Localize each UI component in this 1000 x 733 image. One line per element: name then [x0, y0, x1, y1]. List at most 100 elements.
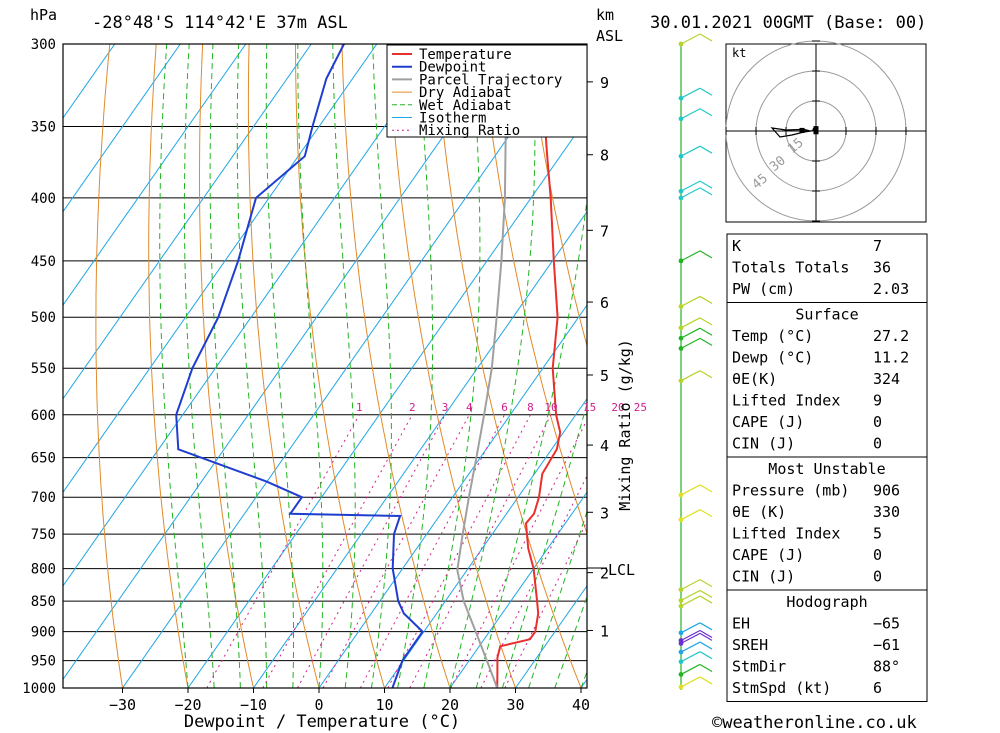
wind-level-dot: [678, 587, 684, 593]
mixing-ratio-line: [322, 414, 470, 688]
pressure-tick-label: 600: [31, 408, 56, 424]
wind-level-dot: [678, 684, 684, 690]
wind-barb: [680, 337, 701, 349]
index-label: CIN (J): [732, 568, 795, 586]
wind-barb: [680, 108, 701, 120]
index-label: Lifted Index: [732, 392, 840, 410]
pressure-tick-label: 950: [31, 654, 56, 670]
km-tick-label: 6: [600, 294, 609, 312]
wet-adiabat-line: [183, 44, 215, 688]
mixing-ratio-label: 4: [466, 401, 473, 414]
km-tick-label: 4: [600, 437, 609, 455]
wind-level-dot: [678, 640, 684, 646]
dry-adiabat-line: [527, 44, 587, 348]
isotherm-line: [187, 117, 587, 688]
surface-table: [726, 302, 928, 458]
wind-level-dot: [678, 649, 684, 655]
x-tick-label: −20: [174, 696, 201, 714]
wind-barb: [680, 579, 701, 591]
wet-adiabat-line: [554, 595, 587, 688]
pressure-unit-label: hPa: [30, 6, 57, 24]
wind-level-dot: [678, 195, 684, 201]
pressure-tick-label: 500: [31, 310, 56, 326]
mixing-ratio-line: [450, 418, 587, 688]
index-label: StmSpd (kt): [732, 679, 831, 697]
dry-adiabat-line: [341, 44, 451, 688]
dry-adiabat-line: [946, 44, 1000, 688]
wet-adiabat-line: [209, 44, 241, 688]
isotherm-line: [63, 44, 116, 119]
wind-level-dot: [678, 41, 684, 47]
x-tick-label: 20: [441, 696, 459, 714]
index-label: Lifted Index: [732, 525, 840, 543]
wind-level-dot: [678, 517, 684, 523]
wind-level-dot: [678, 258, 684, 264]
index-label: PW (cm): [732, 280, 795, 298]
pressure-tick-label: 1000: [22, 681, 56, 697]
km-tick-label: 7: [600, 222, 609, 240]
hodograph-table: [726, 589, 928, 702]
parcel-line: [456, 44, 509, 688]
index-label: Totals Totals: [732, 259, 849, 277]
wind-level-dot: [678, 335, 684, 341]
wind-barb: [680, 87, 701, 99]
km-tick-label: 2: [600, 565, 609, 583]
index-label: Dewp (°C): [732, 349, 813, 367]
wind-level-dot: [678, 325, 684, 331]
dry-adiabat-line: [295, 44, 385, 688]
wet-adiabat-line: [501, 401, 587, 688]
dry-adiabat-line: [387, 44, 516, 688]
wind-barb-flag: [699, 145, 713, 154]
isotherm-line: [63, 44, 312, 400]
dry-adiabat-line: [95, 44, 123, 688]
index-value: 7: [873, 237, 882, 255]
wind-barb-flag: [699, 641, 713, 650]
wet-adiabat-line: [236, 44, 268, 688]
pressure-tick-label: 300: [31, 37, 56, 53]
index-label: SREH: [732, 636, 768, 654]
indices-top-table: [726, 233, 928, 303]
wet-adiabat-line: [265, 44, 294, 688]
wind-barb: [680, 509, 701, 521]
wind-level-dot: [678, 659, 684, 665]
km-tick-label: 1: [600, 622, 609, 640]
wind-level-dot: [678, 603, 684, 609]
index-label: Temp (°C): [732, 327, 813, 345]
wet-adiabat-line: [423, 44, 481, 688]
dry-adiabat-line: [992, 44, 1000, 688]
isotherm-line: [449, 491, 587, 688]
dry-adiabat-line: [199, 44, 254, 688]
mixing-ratio-label: 15: [583, 401, 596, 414]
wind-barb: [680, 187, 701, 199]
legend-label: Wet Adiabat: [419, 98, 512, 114]
hodograph-marker: [813, 126, 819, 132]
plot-frame: [62, 43, 588, 689]
mixing-ratio-label: 8: [527, 401, 534, 414]
asl-label: ASL: [596, 27, 623, 45]
wet-adiabat-line: [397, 44, 434, 688]
mixing-ratio-line: [480, 474, 587, 688]
wind-barb-flag: [699, 629, 713, 639]
wind-barb: [680, 250, 701, 262]
index-label: CAPE (J): [732, 546, 804, 564]
legend-label: Dewpoint: [419, 60, 486, 76]
index-label: CIN (J): [732, 435, 795, 453]
profile-series: [175, 44, 562, 688]
wet-adiabat-line: [475, 196, 587, 688]
index-value: 27.2: [873, 327, 909, 345]
x-tick-label: −30: [109, 696, 136, 714]
isotherm-line: [63, 44, 378, 494]
mixing-ratio-line: [504, 520, 587, 688]
wind-level-dot: [678, 95, 684, 101]
lcl-label: LCL: [608, 561, 635, 579]
wind-level-dot: [678, 304, 684, 309]
pressure-tick-label: 900: [31, 625, 56, 641]
wind-barb: [680, 595, 701, 607]
wind-barb: [680, 663, 701, 675]
location-title: -28°48'S 114°42'E 37m ASL: [92, 13, 348, 33]
index-label: Pressure (mb): [732, 482, 849, 500]
index-label: StmDir: [732, 658, 786, 676]
wind-barb: [680, 327, 701, 339]
index-value: 324: [873, 370, 900, 388]
